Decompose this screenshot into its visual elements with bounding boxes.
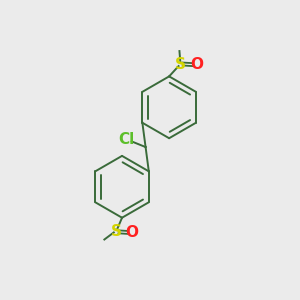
Text: O: O [125,225,139,240]
Text: S: S [111,224,122,239]
Text: S: S [175,56,186,71]
Text: O: O [190,57,203,72]
Text: Cl: Cl [118,132,135,147]
